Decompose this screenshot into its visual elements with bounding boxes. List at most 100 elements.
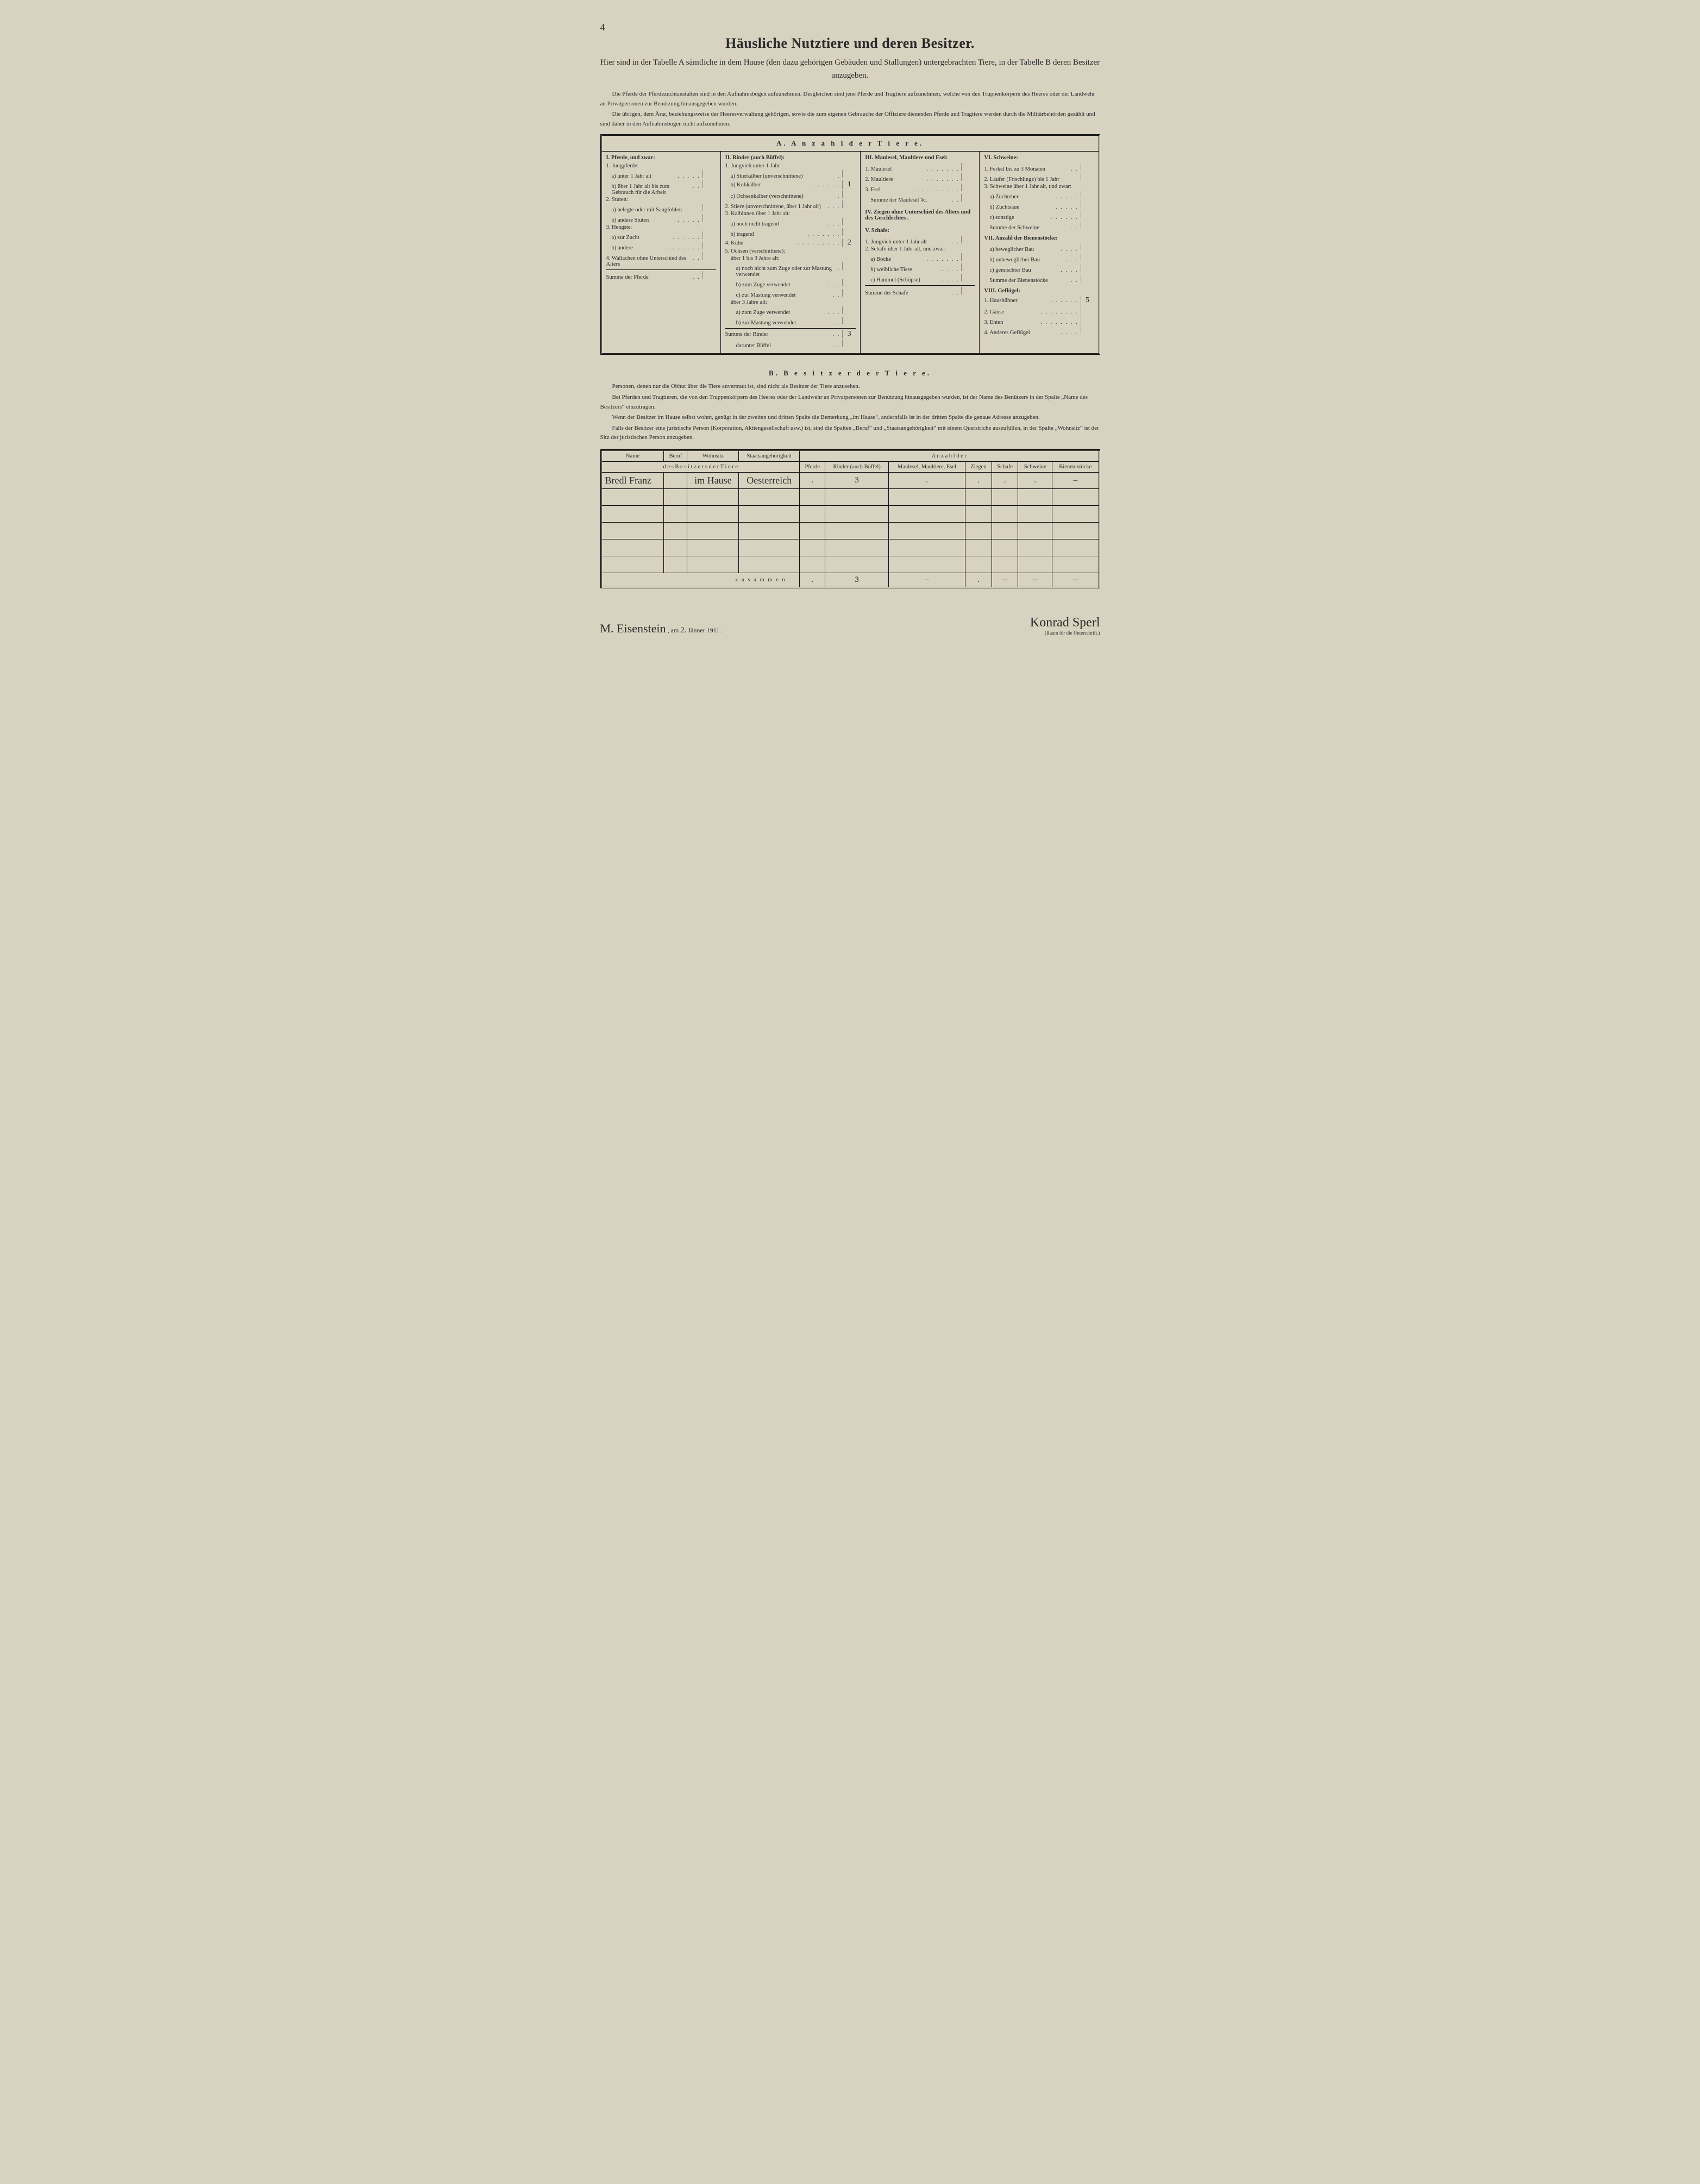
vi-2: 2. Läufer (Frischlinge) bis 1 Jahr <box>984 177 1078 183</box>
th-anzahl: A n z a h l d e r <box>800 450 1099 461</box>
ii-5b2: b) zur Mastung verwendet <box>736 320 831 326</box>
vi-3b: b) Zuchtsäue <box>989 204 1053 210</box>
b-para-1: Personen, denen nur die Obhut über die T… <box>600 382 1100 392</box>
i-2: 2. Stuten: <box>606 197 716 203</box>
viii-1: 1. Haushühner <box>984 298 1048 304</box>
table-row <box>601 488 1099 505</box>
ii-sum-val: 3 <box>842 330 856 338</box>
th-sub: d e s B e s i t z e r s d e r T i e r e <box>601 461 800 472</box>
vi-3: 3. Schweine über 1 Jahr alt, und zwar: <box>984 184 1094 190</box>
v-sum: Summe der Schafe <box>865 290 949 296</box>
i-3b: b) andere <box>612 245 666 251</box>
table-row <box>601 556 1099 573</box>
vii-c: c) gemischter Bau <box>989 267 1058 273</box>
th-bienen: Bienen-stöcke <box>1052 461 1099 472</box>
row1-beruf <box>664 472 687 488</box>
i-2a: a) belegte oder mit Saugfohlen <box>612 207 700 213</box>
table-row <box>601 522 1099 539</box>
col-iii: III. Maulesel, Maultiere und Esel: 1. Ma… <box>861 152 980 353</box>
sum-row: z u s a m m e n . . . 3 – . – – – <box>601 573 1099 587</box>
row1-ziegen: . <box>965 472 992 488</box>
table-row: Bredl Franz im Hause Oesterreich . 3 . .… <box>601 472 1099 488</box>
ii-3b: b) tragend <box>731 231 806 237</box>
signature-note: (Raum für die Unterschrift.) <box>1030 630 1100 636</box>
section-a-table: A. A n z a h l d e r T i e r e. I. Pferd… <box>600 134 1100 355</box>
th-beruf: Beruf <box>664 450 687 461</box>
v-2b: b) weibliche Tiere <box>870 267 939 273</box>
i-3a: a) zur Zucht <box>612 235 670 241</box>
th-pferde: Pferde <box>800 461 825 472</box>
v-2: 2. Schafe über 1 Jahr alt, und zwar: <box>865 246 975 252</box>
th-schafe: Schafe <box>992 461 1018 472</box>
row1-name: Bredl Franz <box>601 472 664 488</box>
col-iii-head: III. Maulesel, Maultiere und Esel: <box>865 155 975 161</box>
th-maul: Maulesel, Maultiere, Esel <box>889 461 965 472</box>
section-b-title: B. B e s i t z e r d e r T i e r e. <box>600 369 1100 378</box>
v-2a: a) Böcke <box>870 256 924 262</box>
viii-head: VIII. Geflügel: <box>984 288 1094 294</box>
ii-sum: Summe der Rinder <box>725 331 831 337</box>
page-number: 4 <box>600 22 1100 33</box>
ii-3: 3. Kalbinnen über 1 Jahr alt: <box>725 211 856 217</box>
sum-ziegen: . <box>965 573 992 587</box>
i-4: 4. Wallachen ohne Unterschied des Alters <box>606 255 691 267</box>
iii-2: 2. Maultiere <box>865 177 924 183</box>
iii-sum: Summe der Maulesel ꝛc. <box>865 196 949 204</box>
ii-1b-val: 1 <box>842 180 856 189</box>
th-rinder: Rinder (auch Büffel) <box>825 461 889 472</box>
intro-para-2: Die übrigen, dem Ärar, beziehungsweise d… <box>600 110 1100 129</box>
sum-schafe: – <box>992 573 1018 587</box>
signature-name: Konrad Sperl <box>1030 616 1100 630</box>
iii-1: 1. Maulesel <box>865 166 924 172</box>
intro-para-1: Die Pferde der Pferdezuchtanstalten sind… <box>600 90 1100 109</box>
ii-2: 2. Stiere (unverschnittene, über 1 Jahr … <box>725 204 826 210</box>
row1-maul: . <box>889 472 965 488</box>
v-1: 1. Jungvieh unter 1 Jahr alt <box>865 239 949 245</box>
date-pre: , am <box>668 626 679 634</box>
sum-label: z u s a m m e n . . <box>601 573 800 587</box>
section-a-title: A. A n z a h l d e r T i e r e. <box>602 136 1099 152</box>
vi-sum: Summe der Schweine <box>984 225 1068 231</box>
row1-rinder: 3 <box>825 472 889 488</box>
row1-pferde: . <box>800 472 825 488</box>
th-name: Name <box>601 450 664 461</box>
sum-schweine: – <box>1018 573 1052 587</box>
col-vi: VI. Schweine: 1. Ferkel bis zu 3 Monaten… <box>980 152 1098 353</box>
ii-4-val: 2 <box>842 239 856 247</box>
row1-staat: Oesterreich <box>739 472 800 488</box>
sum-bienen: – <box>1052 573 1099 587</box>
i-1b: b) über 1 Jahr alt bis zum Gebrauch für … <box>612 184 691 196</box>
sum-rinder: 3 <box>825 573 889 587</box>
vii-head: VII. Anzahl der Bienenstöcke: <box>984 235 1094 241</box>
vi-3a: a) Zuchteber <box>989 194 1053 200</box>
ii-5a: a) noch nicht zum Zuge oder zur Mastung … <box>736 266 836 278</box>
ii-5c: c) zur Mastung verwendet <box>736 292 831 298</box>
th-wohn: Wohnsitz <box>687 450 739 461</box>
date-rest: Jänner 1911. <box>688 626 721 634</box>
ii-sub: darunter Büffel <box>725 343 831 349</box>
iv-head: IV. Ziegen ohne Unterschied des Alters u… <box>865 209 975 221</box>
subtitle: Hier sind in der Tabelle A sämtliche in … <box>600 56 1100 82</box>
ii-4: 4. Kühe <box>725 240 795 246</box>
vii-b: b) unbeweglicher Bau <box>989 257 1063 263</box>
sum-maul: – <box>889 573 965 587</box>
date-day: 2. <box>680 626 686 635</box>
col-rinder: II. Rinder (auch Büffel): 1. Jungvieh un… <box>721 152 861 353</box>
signature-row: M. Eisenstein , am 2. Jänner 1911. Konra… <box>600 616 1100 636</box>
b-para-4: Falls der Besitzer eine juristische Pers… <box>600 424 1100 443</box>
ii-5: 5. Ochsen (verschnittene): <box>725 248 856 254</box>
vi-3c: c) sonstige <box>989 215 1048 221</box>
row1-schafe: . <box>992 472 1018 488</box>
th-staat: Staatsangehörigkeit <box>739 450 800 461</box>
iii-3: 3. Esel <box>865 187 914 193</box>
ii-1c: c) Ochsenkälber (verschnittene) <box>731 193 836 199</box>
viii-3: 3. Enten <box>984 319 1038 325</box>
col-ii-head: II. Rinder (auch Büffel): <box>725 155 856 161</box>
col-pferde: I. Pferde, und zwar: 1. Jungpferde: a) u… <box>602 152 721 353</box>
row1-schweine: . <box>1018 472 1052 488</box>
i-3: 3. Hengste: <box>606 224 716 230</box>
col-i-head: I. Pferde, und zwar: <box>606 155 716 161</box>
viii-2: 2. Gänse <box>984 309 1038 315</box>
ii-5b: b) zum Zuge verwendet <box>736 282 826 288</box>
ii-3a: a) noch nicht tragend <box>731 221 826 227</box>
